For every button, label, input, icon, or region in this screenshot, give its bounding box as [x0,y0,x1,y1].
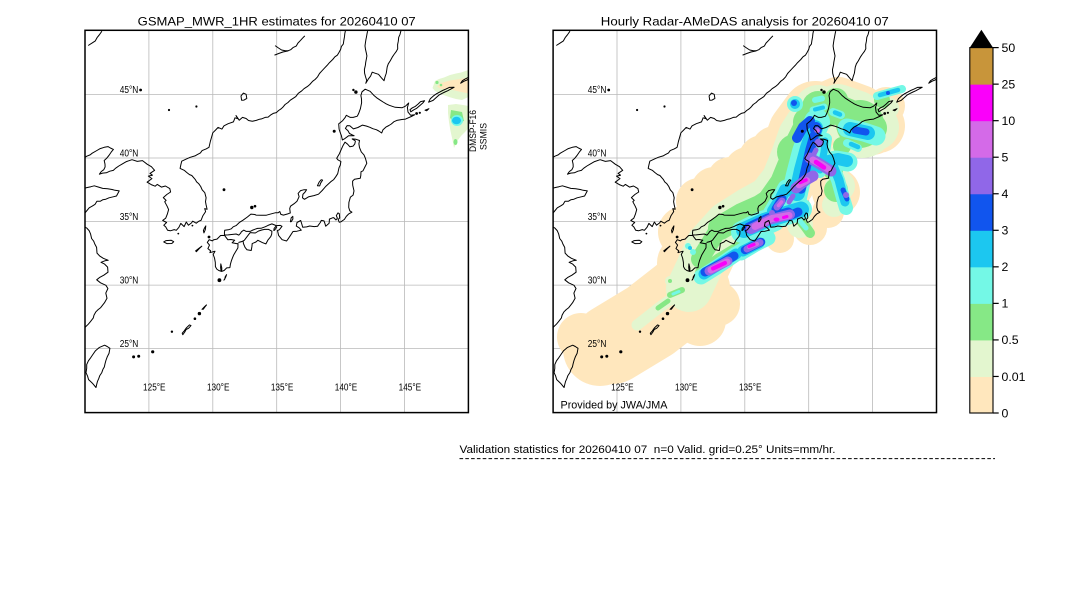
svg-text:130°E: 130°E [207,382,230,393]
svg-text:40°N: 40°N [588,149,607,160]
svg-text:4: 4 [1002,187,1009,201]
svg-text:45°N: 45°N [120,85,139,96]
svg-text:125°E: 125°E [143,382,166,393]
svg-text:140°E: 140°E [335,382,358,393]
svg-text:130°E: 130°E [675,382,698,393]
svg-text:Hourly Radar-AMeDAS analysis f: Hourly Radar-AMeDAS analysis for 2026041… [601,15,889,29]
svg-text:0: 0 [1002,406,1009,420]
svg-text:145°E: 145°E [399,382,422,393]
svg-text:0.01: 0.01 [1002,370,1026,384]
svg-text:125°E: 125°E [611,382,634,393]
svg-text:135°E: 135°E [271,382,294,393]
svg-text:GSMAP_MWR_1HR estimates for 20: GSMAP_MWR_1HR estimates for 20260410 07 [138,15,416,29]
svg-text:40°N: 40°N [120,149,139,160]
svg-text:50: 50 [1002,41,1016,55]
svg-text:30°N: 30°N [120,276,139,287]
svg-text:25°N: 25°N [588,339,607,350]
svg-text:25: 25 [1002,77,1016,91]
svg-text:135°E: 135°E [739,382,762,393]
svg-text:1: 1 [1002,297,1009,311]
svg-text:0.5: 0.5 [1002,333,1019,347]
svg-text:Validation statistics for 2026: Validation statistics for 20260410 07 n=… [460,444,836,456]
svg-text:Provided by JWA/JMA: Provided by JWA/JMA [561,399,668,411]
svg-text:DMSP-F16: DMSP-F16 [468,110,479,152]
svg-text:2: 2 [1002,260,1009,274]
svg-text:35°N: 35°N [588,212,607,223]
svg-text:10: 10 [1002,114,1016,128]
svg-text:SSMIS: SSMIS [479,123,490,150]
svg-text:3: 3 [1002,224,1009,238]
svg-text:35°N: 35°N [120,212,139,223]
svg-text:45°N: 45°N [588,85,607,96]
svg-text:5: 5 [1002,151,1009,165]
svg-text:25°N: 25°N [120,339,139,350]
svg-text:30°N: 30°N [588,276,607,287]
